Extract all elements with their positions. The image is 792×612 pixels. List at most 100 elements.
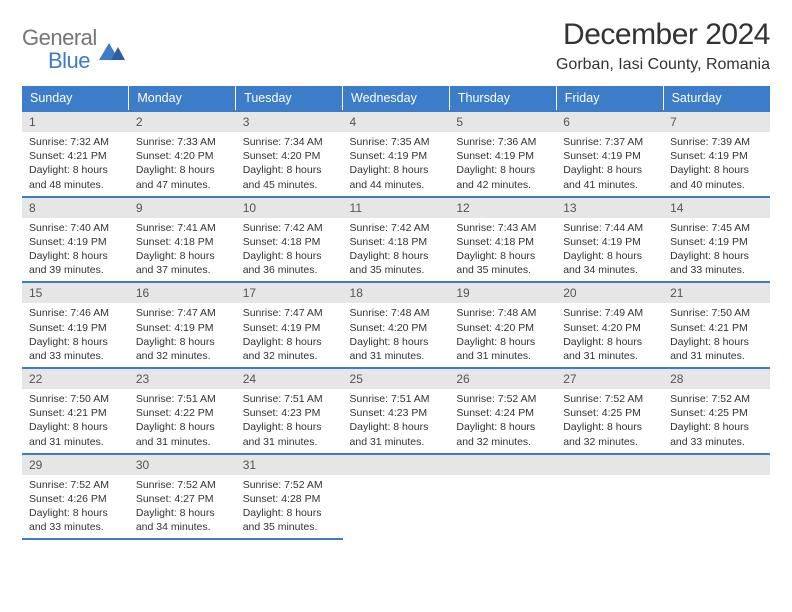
sunset-line: Sunset: 4:19 PM (136, 321, 229, 335)
weekday-header-row: SundayMondayTuesdayWednesdayThursdayFrid… (22, 86, 770, 111)
day-info: Sunrise: 7:35 AMSunset: 4:19 PMDaylight:… (343, 132, 450, 196)
daylight-line: Daylight: 8 hours and 35 minutes. (456, 249, 549, 277)
logo-text: General Blue (22, 26, 97, 72)
logo-line1: General (22, 26, 97, 49)
weekday-header: Thursday (449, 86, 556, 111)
sunset-line: Sunset: 4:23 PM (350, 406, 443, 420)
sunrise-line: Sunrise: 7:44 AM (563, 221, 656, 235)
sunrise-line: Sunrise: 7:45 AM (670, 221, 763, 235)
daylight-line: Daylight: 8 hours and 32 minutes. (136, 335, 229, 363)
calendar-cell: 24Sunrise: 7:51 AMSunset: 4:23 PMDayligh… (236, 368, 343, 454)
calendar-cell: 30Sunrise: 7:52 AMSunset: 4:27 PMDayligh… (129, 454, 236, 540)
day-info: Sunrise: 7:47 AMSunset: 4:19 PMDaylight:… (129, 303, 236, 367)
sunset-line: Sunset: 4:19 PM (350, 149, 443, 163)
day-number: 31 (236, 455, 343, 475)
sunrise-line: Sunrise: 7:52 AM (563, 392, 656, 406)
day-number: 26 (449, 369, 556, 389)
sunset-line: Sunset: 4:20 PM (136, 149, 229, 163)
calendar-week-row: 15Sunrise: 7:46 AMSunset: 4:19 PMDayligh… (22, 282, 770, 368)
daylight-line: Daylight: 8 hours and 39 minutes. (29, 249, 122, 277)
day-number: 28 (663, 369, 770, 389)
day-info: Sunrise: 7:52 AMSunset: 4:24 PMDaylight:… (449, 389, 556, 453)
sunset-line: Sunset: 4:19 PM (670, 235, 763, 249)
daylight-line: Daylight: 8 hours and 31 minutes. (670, 335, 763, 363)
day-number: 27 (556, 369, 663, 389)
day-info: Sunrise: 7:39 AMSunset: 4:19 PMDaylight:… (663, 132, 770, 196)
day-info: Sunrise: 7:52 AMSunset: 4:27 PMDaylight:… (129, 475, 236, 539)
calendar-cell: 21Sunrise: 7:50 AMSunset: 4:21 PMDayligh… (663, 282, 770, 368)
sunset-line: Sunset: 4:19 PM (563, 149, 656, 163)
calendar-cell: 27Sunrise: 7:52 AMSunset: 4:25 PMDayligh… (556, 368, 663, 454)
sunrise-line: Sunrise: 7:52 AM (670, 392, 763, 406)
empty-daynum-bar (556, 455, 663, 475)
calendar-cell: 8Sunrise: 7:40 AMSunset: 4:19 PMDaylight… (22, 197, 129, 283)
sunrise-line: Sunrise: 7:43 AM (456, 221, 549, 235)
calendar-cell (449, 454, 556, 540)
day-info: Sunrise: 7:37 AMSunset: 4:19 PMDaylight:… (556, 132, 663, 196)
empty-daynum-bar (343, 455, 450, 475)
day-info: Sunrise: 7:42 AMSunset: 4:18 PMDaylight:… (236, 218, 343, 282)
sunrise-line: Sunrise: 7:37 AM (563, 135, 656, 149)
daylight-line: Daylight: 8 hours and 47 minutes. (136, 163, 229, 191)
sunrise-line: Sunrise: 7:51 AM (243, 392, 336, 406)
day-info: Sunrise: 7:46 AMSunset: 4:19 PMDaylight:… (22, 303, 129, 367)
title-block: December 2024 Gorban, Iasi County, Roman… (556, 18, 770, 74)
sunrise-line: Sunrise: 7:41 AM (136, 221, 229, 235)
day-info: Sunrise: 7:45 AMSunset: 4:19 PMDaylight:… (663, 218, 770, 282)
day-number: 4 (343, 112, 450, 132)
day-number: 3 (236, 112, 343, 132)
calendar-cell: 20Sunrise: 7:49 AMSunset: 4:20 PMDayligh… (556, 282, 663, 368)
daylight-line: Daylight: 8 hours and 33 minutes. (29, 506, 122, 534)
calendar-week-row: 8Sunrise: 7:40 AMSunset: 4:19 PMDaylight… (22, 197, 770, 283)
day-number: 8 (22, 198, 129, 218)
sunrise-line: Sunrise: 7:40 AM (29, 221, 122, 235)
calendar-table: SundayMondayTuesdayWednesdayThursdayFrid… (22, 86, 770, 540)
day-number: 25 (343, 369, 450, 389)
day-info: Sunrise: 7:51 AMSunset: 4:23 PMDaylight:… (236, 389, 343, 453)
daylight-line: Daylight: 8 hours and 31 minutes. (456, 335, 549, 363)
sunset-line: Sunset: 4:19 PM (563, 235, 656, 249)
day-number: 1 (22, 112, 129, 132)
calendar-cell: 3Sunrise: 7:34 AMSunset: 4:20 PMDaylight… (236, 111, 343, 197)
sunset-line: Sunset: 4:24 PM (456, 406, 549, 420)
calendar-cell: 29Sunrise: 7:52 AMSunset: 4:26 PMDayligh… (22, 454, 129, 540)
sunset-line: Sunset: 4:18 PM (136, 235, 229, 249)
sunset-line: Sunset: 4:20 PM (563, 321, 656, 335)
daylight-line: Daylight: 8 hours and 32 minutes. (456, 420, 549, 448)
calendar-cell: 19Sunrise: 7:48 AMSunset: 4:20 PMDayligh… (449, 282, 556, 368)
day-number: 22 (22, 369, 129, 389)
day-number: 23 (129, 369, 236, 389)
day-number: 29 (22, 455, 129, 475)
day-number: 14 (663, 198, 770, 218)
calendar-week-row: 29Sunrise: 7:52 AMSunset: 4:26 PMDayligh… (22, 454, 770, 540)
sunset-line: Sunset: 4:19 PM (456, 149, 549, 163)
calendar-cell: 12Sunrise: 7:43 AMSunset: 4:18 PMDayligh… (449, 197, 556, 283)
weekday-header: Monday (129, 86, 236, 111)
daylight-line: Daylight: 8 hours and 31 minutes. (350, 335, 443, 363)
sunset-line: Sunset: 4:23 PM (243, 406, 336, 420)
daylight-line: Daylight: 8 hours and 36 minutes. (243, 249, 336, 277)
calendar-cell: 23Sunrise: 7:51 AMSunset: 4:22 PMDayligh… (129, 368, 236, 454)
calendar-cell: 9Sunrise: 7:41 AMSunset: 4:18 PMDaylight… (129, 197, 236, 283)
daylight-line: Daylight: 8 hours and 33 minutes. (670, 420, 763, 448)
calendar-cell: 17Sunrise: 7:47 AMSunset: 4:19 PMDayligh… (236, 282, 343, 368)
day-info: Sunrise: 7:49 AMSunset: 4:20 PMDaylight:… (556, 303, 663, 367)
calendar-cell: 22Sunrise: 7:50 AMSunset: 4:21 PMDayligh… (22, 368, 129, 454)
calendar-cell: 15Sunrise: 7:46 AMSunset: 4:19 PMDayligh… (22, 282, 129, 368)
daylight-line: Daylight: 8 hours and 34 minutes. (563, 249, 656, 277)
sunset-line: Sunset: 4:21 PM (670, 321, 763, 335)
day-info: Sunrise: 7:52 AMSunset: 4:25 PMDaylight:… (663, 389, 770, 453)
sunrise-line: Sunrise: 7:35 AM (350, 135, 443, 149)
month-title: December 2024 (556, 18, 770, 52)
sunset-line: Sunset: 4:21 PM (29, 406, 122, 420)
day-info: Sunrise: 7:36 AMSunset: 4:19 PMDaylight:… (449, 132, 556, 196)
day-number: 30 (129, 455, 236, 475)
day-number: 15 (22, 283, 129, 303)
daylight-line: Daylight: 8 hours and 33 minutes. (29, 335, 122, 363)
daylight-line: Daylight: 8 hours and 45 minutes. (243, 163, 336, 191)
sunset-line: Sunset: 4:20 PM (243, 149, 336, 163)
day-info: Sunrise: 7:51 AMSunset: 4:23 PMDaylight:… (343, 389, 450, 453)
sunrise-line: Sunrise: 7:52 AM (456, 392, 549, 406)
sunset-line: Sunset: 4:22 PM (136, 406, 229, 420)
calendar-cell (556, 454, 663, 540)
